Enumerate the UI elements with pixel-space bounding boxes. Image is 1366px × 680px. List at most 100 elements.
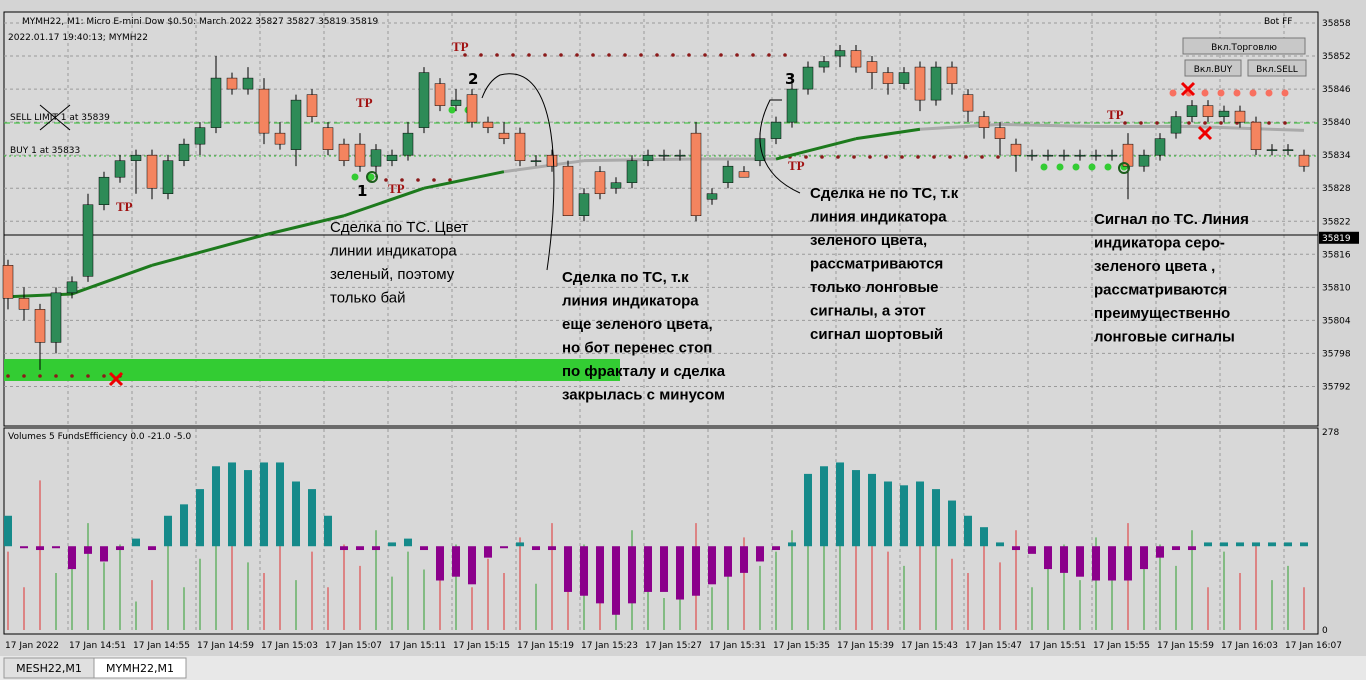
ma-segment: [775, 137, 857, 161]
efficiency-bar: [836, 462, 844, 547]
efficiency-bar: [1028, 546, 1036, 554]
trade-number: 2: [468, 70, 478, 88]
candle-body: [418, 72, 430, 128]
candle-body: [786, 88, 798, 123]
stop-dot: [735, 53, 739, 57]
stop-dot: [639, 53, 643, 57]
stop-dot: [1283, 121, 1287, 125]
efficiency-bar: [84, 546, 92, 554]
toggle-button[interactable]: [1182, 37, 1306, 55]
efficiency-bar: [420, 546, 428, 551]
candle-body: [66, 281, 78, 294]
time-label: 17 Jan 16:03: [1221, 641, 1278, 651]
candle-body: [34, 309, 46, 343]
ma-segment: [503, 159, 585, 174]
efficiency-bar: [1236, 542, 1244, 547]
efficiency-bar: [1204, 542, 1212, 547]
candle-body: [546, 154, 558, 167]
indicator-tick-label: 278: [1322, 428, 1339, 438]
candle-body: [50, 292, 62, 343]
annotation-line: только лонговые: [810, 279, 938, 296]
stop-dot: [38, 374, 42, 378]
candle-body: [1090, 154, 1102, 157]
efficiency-bar: [820, 466, 828, 547]
efficiency-bar: [68, 546, 76, 570]
efficiency-bar: [676, 546, 684, 600]
price-tick-label: 35846: [1322, 85, 1351, 95]
candle-body: [370, 149, 382, 167]
efficiency-bar: [292, 481, 300, 547]
efficiency-bar: [644, 546, 652, 592]
candle-body: [242, 77, 254, 90]
toggle-button[interactable]: [1247, 59, 1307, 77]
candle-body: [706, 193, 718, 200]
candle-body: [1170, 116, 1182, 134]
candle-body: [722, 165, 734, 183]
efficiency-bar: [196, 489, 204, 547]
chart-tab[interactable]: [93, 657, 187, 679]
efficiency-bar: [548, 546, 556, 551]
stop-dot: [432, 178, 436, 182]
stop-dot: [463, 53, 467, 57]
efficiency-bar: [100, 546, 108, 562]
tp-label: TP: [116, 199, 133, 214]
order-label: BUY 1 at 35833: [10, 146, 80, 156]
current-price-box: [1319, 231, 1359, 244]
candle-body: [1250, 121, 1262, 150]
ma-segment: [423, 170, 505, 190]
tp-label: TP: [388, 181, 405, 196]
candle-body: [290, 99, 302, 150]
candle-body: [962, 94, 974, 112]
candle-body: [114, 160, 126, 178]
candle-body: [338, 143, 350, 161]
efficiency-bar: [372, 546, 380, 551]
annotation-line: сигнал шортовый: [810, 326, 943, 343]
stop-dot: [607, 53, 611, 57]
time-label: 17 Jan 15:43: [901, 641, 958, 651]
candle-body: [1202, 105, 1214, 117]
time-label: 17 Jan 15:55: [1093, 641, 1150, 651]
signal-dot: [448, 106, 456, 114]
candle-body: [386, 154, 398, 161]
efficiency-bar: [948, 500, 956, 547]
stop-dot: [868, 155, 872, 159]
candle-body: [1234, 110, 1246, 123]
efficiency-bar: [852, 470, 860, 547]
efficiency-bar: [660, 546, 668, 592]
efficiency-bar: [308, 489, 316, 547]
annotation-line: индикатора серо-: [1094, 235, 1225, 252]
ma-segment: [343, 186, 425, 218]
stop-dot: [1219, 121, 1223, 125]
stop-dot: [1155, 121, 1159, 125]
candle-body: [18, 298, 30, 310]
time-label: 17 Jan 15:15: [453, 641, 510, 651]
candle-body: [978, 116, 990, 128]
stop-dot: [1203, 121, 1207, 125]
stop-dot: [448, 178, 452, 182]
candle-body: [802, 66, 814, 90]
efficiency-bar: [996, 542, 1004, 547]
efficiency-bar: [580, 546, 588, 596]
candle-body: [194, 127, 206, 145]
candle-body: [1282, 149, 1294, 151]
time-label: 17 Jan 15:31: [709, 641, 766, 651]
candle-body: [514, 132, 526, 161]
annotation-line: но бот перенес стоп: [562, 340, 712, 357]
stop-dot: [6, 374, 10, 378]
candle-body: [562, 165, 574, 216]
efficiency-bar: [1268, 542, 1276, 547]
toggle-button[interactable]: [1184, 59, 1242, 77]
candle-body: [674, 154, 686, 157]
tp-dot: [1169, 89, 1177, 97]
signal-dot: [1088, 163, 1096, 171]
efficiency-bar: [452, 546, 460, 577]
candle-body: [610, 182, 622, 189]
efficiency-bar: [404, 538, 412, 547]
candle-body: [1138, 154, 1150, 167]
stop-dot: [804, 155, 808, 159]
stop-dot: [767, 53, 771, 57]
efficiency-bar: [756, 546, 764, 562]
efficiency-bar: [388, 542, 396, 547]
tp-dot: [1201, 89, 1209, 97]
